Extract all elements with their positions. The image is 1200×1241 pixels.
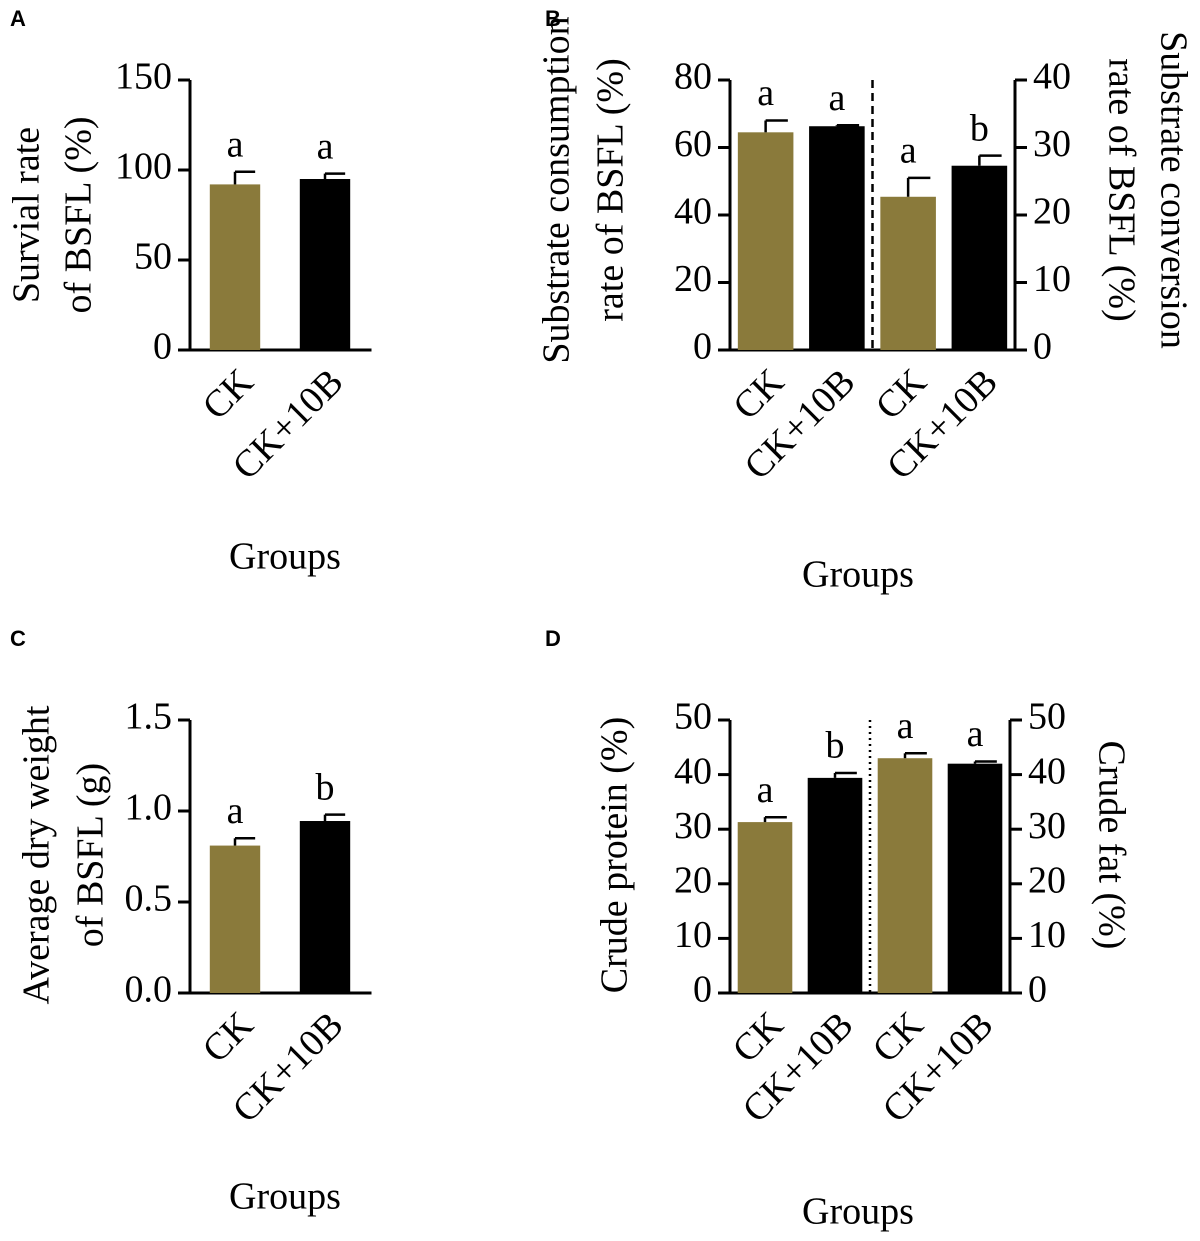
panel-label: D: [545, 626, 561, 651]
tick-label: 40: [674, 191, 712, 233]
significance-letter: a: [227, 790, 244, 832]
significance-letter: b: [826, 725, 845, 767]
significance-letter: a: [967, 713, 984, 755]
bar: [737, 132, 794, 350]
tick-label: 1.0: [125, 787, 173, 829]
x-tick-label: CK: [194, 1003, 261, 1070]
significance-letter: a: [317, 125, 334, 167]
significance-letter: b: [970, 107, 989, 149]
y-axis-label: of BSFL (%): [58, 116, 100, 313]
panel-label: C: [10, 626, 26, 651]
tick-label: 0: [693, 969, 712, 1011]
tick-label: 40: [1033, 56, 1071, 98]
bar: [877, 758, 933, 993]
tick-label: 40: [674, 750, 712, 792]
y2-axis-label: Crude fat (%): [1090, 741, 1132, 950]
tick-label: 30: [1028, 805, 1066, 847]
tick-label: 10: [674, 914, 712, 956]
tick-label: 50: [134, 236, 172, 278]
x-axis-label: Groups: [802, 554, 914, 596]
y2-axis-label: Substrate conversion: [1152, 31, 1194, 349]
bar: [809, 126, 865, 350]
significance-letter: a: [900, 130, 917, 172]
x-axis-label: Groups: [229, 1176, 341, 1218]
tick-label: 30: [1033, 123, 1071, 165]
tick-label: 40: [1028, 750, 1066, 792]
y-axis-label: Average dry weight: [16, 705, 58, 1004]
bar: [209, 845, 261, 993]
significance-letter: b: [316, 766, 335, 808]
bar: [299, 179, 351, 350]
tick-label: 0.0: [125, 969, 173, 1011]
bar: [951, 165, 1008, 350]
bar: [807, 777, 863, 993]
y2-axis-label: rate of BSFL (%): [1100, 58, 1142, 321]
tick-label: 0: [1033, 326, 1052, 368]
bar: [209, 184, 261, 350]
tick-label: 0: [1028, 969, 1047, 1011]
significance-letter: a: [897, 705, 914, 747]
tick-label: 150: [115, 56, 172, 98]
significance-letter: a: [757, 72, 774, 114]
tick-label: 10: [1033, 258, 1071, 300]
panel-label: A: [10, 6, 26, 31]
y-axis-label: rate of BSFL (%): [590, 58, 632, 321]
y-axis-label: Survial rate: [6, 127, 48, 303]
tick-label: 0.5: [125, 878, 173, 920]
bar: [299, 821, 351, 993]
y-axis-label: of BSFL (g): [70, 763, 112, 947]
tick-label: 20: [1033, 191, 1071, 233]
tick-label: 10: [1028, 914, 1066, 956]
tick-label: 50: [674, 696, 712, 738]
significance-letter: a: [757, 769, 774, 811]
tick-label: 100: [115, 146, 172, 188]
tick-label: 20: [1028, 860, 1066, 902]
tick-label: 20: [674, 258, 712, 300]
x-tick-label: CK: [194, 360, 261, 427]
bar: [947, 763, 1003, 993]
x-axis-label: Groups: [802, 1191, 914, 1233]
bar: [880, 196, 936, 350]
tick-label: 80: [674, 56, 712, 98]
significance-letter: a: [828, 77, 845, 119]
tick-label: 1.5: [125, 696, 173, 738]
tick-label: 30: [674, 805, 712, 847]
x-axis-label: Groups: [229, 536, 341, 578]
y-axis-label: Crude protein (%): [594, 717, 636, 993]
y-axis-label: Substrate consumption: [536, 16, 578, 363]
tick-label: 60: [674, 123, 712, 165]
tick-label: 0: [693, 326, 712, 368]
significance-letter: a: [227, 124, 244, 166]
panel-label: B: [545, 6, 561, 31]
tick-label: 50: [1028, 696, 1066, 738]
tick-label: 0: [153, 326, 172, 368]
bar: [737, 822, 793, 993]
tick-label: 20: [674, 860, 712, 902]
